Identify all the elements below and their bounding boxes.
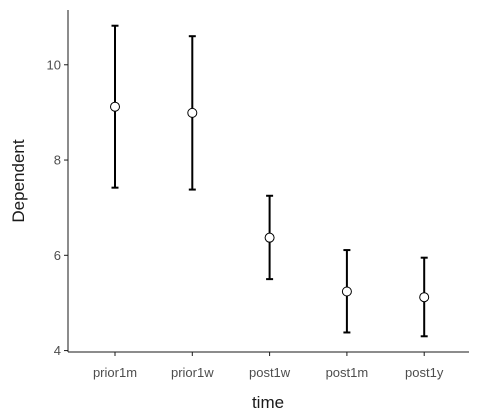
x-tick-label: post1y bbox=[405, 365, 444, 380]
x-tick-label: post1w bbox=[249, 365, 291, 380]
x-tick-label: prior1w bbox=[171, 365, 214, 380]
x-tick-label: post1m bbox=[326, 365, 369, 380]
mean-point bbox=[264, 232, 275, 243]
x-axis-ticks: prior1m prior1w post1w post1m post1y bbox=[93, 352, 444, 380]
mean-point bbox=[110, 101, 120, 112]
error-bars bbox=[110, 24, 430, 338]
y-axis-title: Dependent bbox=[9, 139, 28, 222]
y-tick-label: 8 bbox=[54, 153, 61, 168]
x-tick-label: prior1m bbox=[93, 365, 137, 380]
x-axis-title: time bbox=[252, 393, 284, 412]
y-axis-ticks: 4 6 8 10 bbox=[47, 57, 68, 358]
y-tick-label: 6 bbox=[54, 248, 61, 263]
y-tick-label: 4 bbox=[54, 343, 61, 358]
y-tick-label: 10 bbox=[47, 57, 61, 72]
mean-point bbox=[187, 107, 198, 118]
mean-point bbox=[419, 292, 430, 303]
mean-point bbox=[341, 286, 352, 297]
